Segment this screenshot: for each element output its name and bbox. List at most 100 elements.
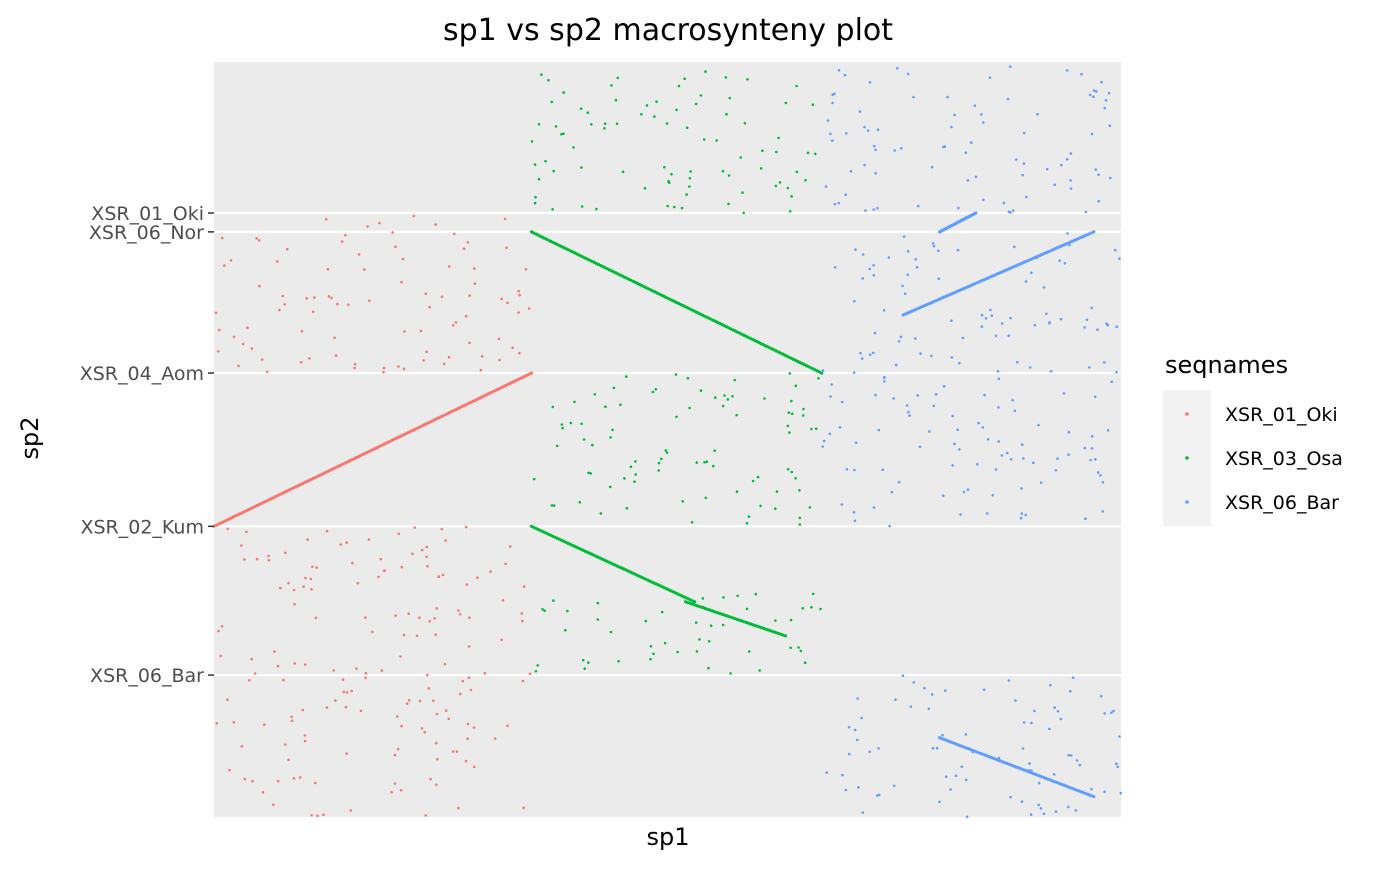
data-point: [560, 423, 564, 426]
data-point: [1118, 735, 1121, 738]
data-point: [784, 101, 788, 105]
data-point: [359, 709, 363, 713]
data-point: [877, 747, 880, 750]
data-point: [255, 557, 259, 561]
data-point: [983, 393, 986, 397]
data-point: [464, 759, 468, 763]
data-point: [874, 393, 877, 397]
data-point: [1104, 99, 1108, 102]
data-point: [677, 84, 681, 88]
data-point: [345, 752, 348, 755]
data-point: [534, 670, 538, 673]
data-point: [412, 214, 416, 218]
data-point: [453, 232, 456, 236]
y-tick-label: XSR_04_Aom: [80, 363, 204, 385]
data-point: [290, 719, 294, 722]
data-point: [393, 753, 397, 757]
data-point: [1109, 176, 1112, 180]
data-point: [413, 526, 417, 529]
data-point: [861, 277, 864, 280]
data-point: [287, 758, 290, 762]
data-point: [1099, 695, 1103, 698]
data-point: [747, 515, 751, 518]
syntenic-point: [693, 600, 697, 604]
data-point: [790, 470, 794, 474]
data-point: [821, 369, 825, 372]
data-point: [1039, 481, 1043, 484]
data-point: [681, 500, 684, 503]
data-point: [788, 372, 792, 375]
data-point: [301, 708, 305, 712]
data-point: [883, 375, 886, 379]
data-point: [401, 257, 405, 261]
data-point: [527, 307, 531, 310]
data-point: [1065, 158, 1069, 161]
data-point: [426, 673, 429, 677]
data-point: [667, 181, 671, 185]
data-point: [828, 432, 832, 436]
data-point: [814, 427, 818, 431]
data-point: [914, 258, 917, 261]
data-point: [954, 774, 958, 777]
data-point: [942, 494, 945, 498]
data-point: [286, 247, 289, 251]
data-point: [466, 737, 469, 740]
data-point: [391, 231, 394, 234]
data-point: [938, 800, 941, 804]
data-point: [541, 608, 544, 611]
data-point: [367, 538, 371, 541]
syntenic-point: [783, 634, 788, 638]
data-point: [1101, 481, 1105, 484]
data-point: [609, 436, 612, 439]
data-point: [1094, 458, 1097, 461]
data-point: [566, 609, 569, 613]
data-point: [853, 519, 857, 523]
data-point: [1103, 790, 1106, 794]
data-point: [581, 658, 585, 662]
data-point: [232, 335, 236, 339]
data-point: [997, 377, 1001, 381]
data-point: [518, 351, 521, 355]
y-tick-label: XSR_01_Oki: [91, 203, 204, 225]
data-point: [1036, 112, 1039, 116]
data-point: [944, 775, 948, 778]
syntenic-point: [820, 371, 824, 375]
data-point: [1090, 435, 1094, 438]
data-point: [909, 705, 913, 708]
data-point: [736, 594, 739, 598]
data-point: [680, 206, 684, 210]
data-point: [457, 806, 460, 810]
data-point: [313, 296, 316, 299]
data-point: [399, 788, 403, 792]
data-point: [902, 235, 906, 238]
data-point: [377, 575, 380, 579]
data-point: [894, 363, 898, 367]
data-point: [859, 351, 862, 355]
data-point: [411, 552, 414, 556]
data-point: [778, 181, 782, 184]
data-point: [984, 317, 988, 320]
data-point: [308, 357, 311, 360]
data-point: [735, 490, 739, 494]
data-point: [418, 699, 422, 703]
data-point: [997, 406, 1000, 409]
data-point: [666, 204, 669, 208]
data-point: [240, 745, 244, 748]
data-point: [829, 395, 832, 398]
data-point: [704, 496, 708, 500]
y-tick-label: XSR_02_Kum: [80, 516, 204, 538]
data-point: [467, 645, 471, 648]
data-point: [788, 210, 792, 213]
data-point: [472, 726, 476, 729]
data-point: [1030, 271, 1033, 275]
data-point: [854, 441, 858, 445]
data-point: [334, 354, 338, 357]
data-point: [327, 295, 331, 298]
data-point: [562, 132, 565, 135]
data-point: [941, 733, 944, 737]
data-point: [407, 698, 411, 702]
data-point: [619, 403, 622, 407]
data-point: [937, 249, 940, 253]
data-point: [250, 347, 254, 350]
data-point: [591, 443, 594, 447]
